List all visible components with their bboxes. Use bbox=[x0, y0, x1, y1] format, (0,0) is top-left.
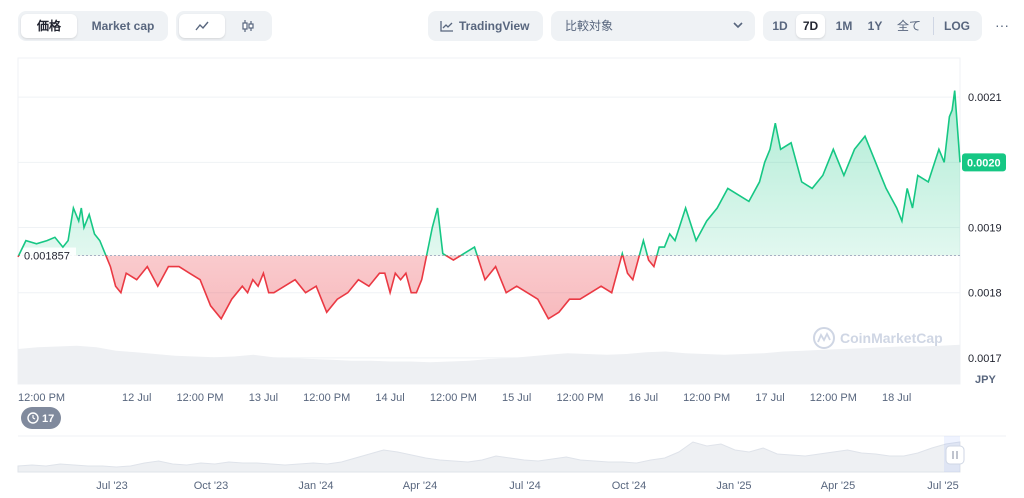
price-area bbox=[18, 90, 960, 319]
x-tick-label: 18 Jul bbox=[882, 392, 911, 404]
overview-x-label: Jul '23 bbox=[96, 480, 127, 492]
overview-x-label: Jul '25 bbox=[927, 480, 958, 492]
x-tick-label: 12:00 PM bbox=[556, 392, 603, 404]
watermark-text: CoinMarketCap bbox=[840, 330, 943, 346]
x-tick-label: 12 Jul bbox=[122, 392, 151, 404]
tab-price[interactable]: 価格 bbox=[21, 14, 77, 38]
tradingview-label: TradingView bbox=[459, 19, 530, 33]
alerts-count: 17 bbox=[42, 413, 54, 425]
y-tick-label: 0.0021 bbox=[968, 92, 1002, 104]
price-line-down bbox=[17, 255, 658, 321]
overview-x-label: Apr '25 bbox=[821, 480, 856, 492]
overview-x-label: Jan '24 bbox=[298, 480, 333, 492]
metric-toggle: 価格 Market cap bbox=[18, 11, 168, 41]
compare-select[interactable]: 比較対象 bbox=[551, 11, 755, 41]
price-line-up bbox=[17, 90, 961, 256]
tab-market-cap[interactable]: Market cap bbox=[91, 19, 155, 33]
range-all[interactable]: 全て bbox=[896, 19, 921, 33]
range-1m[interactable]: 1M bbox=[835, 19, 853, 33]
y-tick-label: 0.0019 bbox=[968, 223, 1002, 235]
overview-handle[interactable] bbox=[945, 445, 965, 465]
candlestick-button[interactable] bbox=[227, 14, 269, 38]
x-tick-label: 12:00 PM bbox=[18, 392, 65, 404]
x-tick-label: 14 Jul bbox=[375, 392, 404, 404]
area-below-baseline bbox=[18, 255, 960, 319]
x-tick-label: 12:00 PM bbox=[810, 392, 857, 404]
x-tick-label: 13 Jul bbox=[249, 392, 278, 404]
overview-x-label: Jan '25 bbox=[716, 480, 751, 492]
range-1y[interactable]: 1Y bbox=[867, 19, 883, 33]
chevron-down-icon bbox=[733, 22, 743, 29]
alerts-badge[interactable]: 17 bbox=[21, 407, 61, 429]
overview-area bbox=[17, 441, 961, 473]
overview-x-label: Jul '24 bbox=[509, 480, 540, 492]
x-axis: 12:00 PM 12 Jul 12:00 PM 13 Jul 12:00 PM 14 J… bbox=[18, 392, 911, 404]
overview-x-label: Oct '24 bbox=[612, 480, 647, 492]
volume-bars bbox=[18, 344, 960, 384]
more-options-button[interactable]: ··· bbox=[995, 17, 1009, 33]
range-7d[interactable]: 7D bbox=[796, 14, 825, 38]
x-tick-label: 16 Jul bbox=[629, 392, 658, 404]
y-tick-label: 0.0018 bbox=[968, 288, 1002, 300]
x-tick-label: 12:00 PM bbox=[177, 392, 224, 404]
baseline-group: 0.001857 bbox=[18, 247, 960, 263]
area-above-baseline bbox=[18, 90, 960, 256]
x-tick-label: 15 Jul bbox=[502, 392, 531, 404]
chart-toolbar: 価格 Market cap TradingView 比較対象 bbox=[0, 0, 1024, 52]
y-unit-label: JPY bbox=[975, 374, 996, 386]
x-tick-label: 12:00 PM bbox=[430, 392, 477, 404]
volume-area bbox=[18, 344, 960, 384]
x-tick-label: 12:00 PM bbox=[683, 392, 730, 404]
baseline-label-bg bbox=[20, 247, 76, 262]
current-price-label: 0.0020 bbox=[967, 157, 1001, 169]
range-divider bbox=[933, 17, 934, 35]
candlestick-icon bbox=[242, 20, 254, 32]
log-toggle[interactable]: LOG bbox=[944, 19, 970, 33]
overview-x-label: Oct '23 bbox=[194, 480, 229, 492]
line-chart-icon bbox=[195, 21, 209, 31]
overview-x-label: Apr '24 bbox=[403, 480, 438, 492]
tradingview-icon bbox=[440, 21, 453, 32]
x-tick-label: 12:00 PM bbox=[303, 392, 350, 404]
coinmarketcap-watermark: CoinMarketCap bbox=[813, 327, 943, 349]
x-tick-label: 17 Jul bbox=[755, 392, 784, 404]
chart-type-toggle bbox=[176, 11, 272, 41]
baseline-label: 0.001857 bbox=[24, 251, 70, 263]
line-chart-button[interactable] bbox=[179, 14, 225, 38]
compare-placeholder: 比較対象 bbox=[565, 19, 614, 33]
price-line bbox=[17, 90, 961, 321]
range-1d[interactable]: 1D bbox=[772, 19, 788, 33]
overview-navigator[interactable]: Jul '23 Oct '23 Jan '24 Apr '24 Jul '24 Oct '… bbox=[17, 435, 1006, 492]
current-price-badge bbox=[962, 153, 1006, 172]
tradingview-button[interactable]: TradingView bbox=[428, 11, 543, 41]
y-tick-label: 0.0017 bbox=[968, 353, 1002, 365]
range-selector: 1D 7D 1M 1Y 全て LOG bbox=[763, 11, 982, 41]
